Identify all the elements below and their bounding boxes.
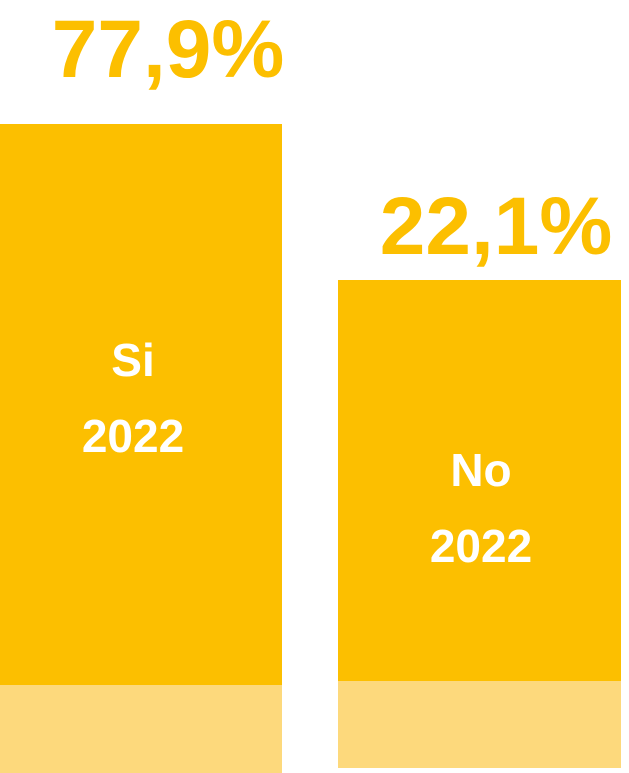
column: 77,9% Si 2022 [0,4,284,773]
column-block [0,124,282,685]
percent-label: 77,9% [52,4,285,95]
answer-label: Si [111,334,154,386]
answer-label: No [450,444,511,496]
column-base [0,685,282,773]
column-base [338,681,621,768]
column: 22,1% No 2022 [338,181,621,768]
column-block [338,280,621,681]
year-label: 2022 [82,410,184,462]
year-label: 2022 [430,520,532,572]
percent-label: 22,1% [380,181,613,272]
